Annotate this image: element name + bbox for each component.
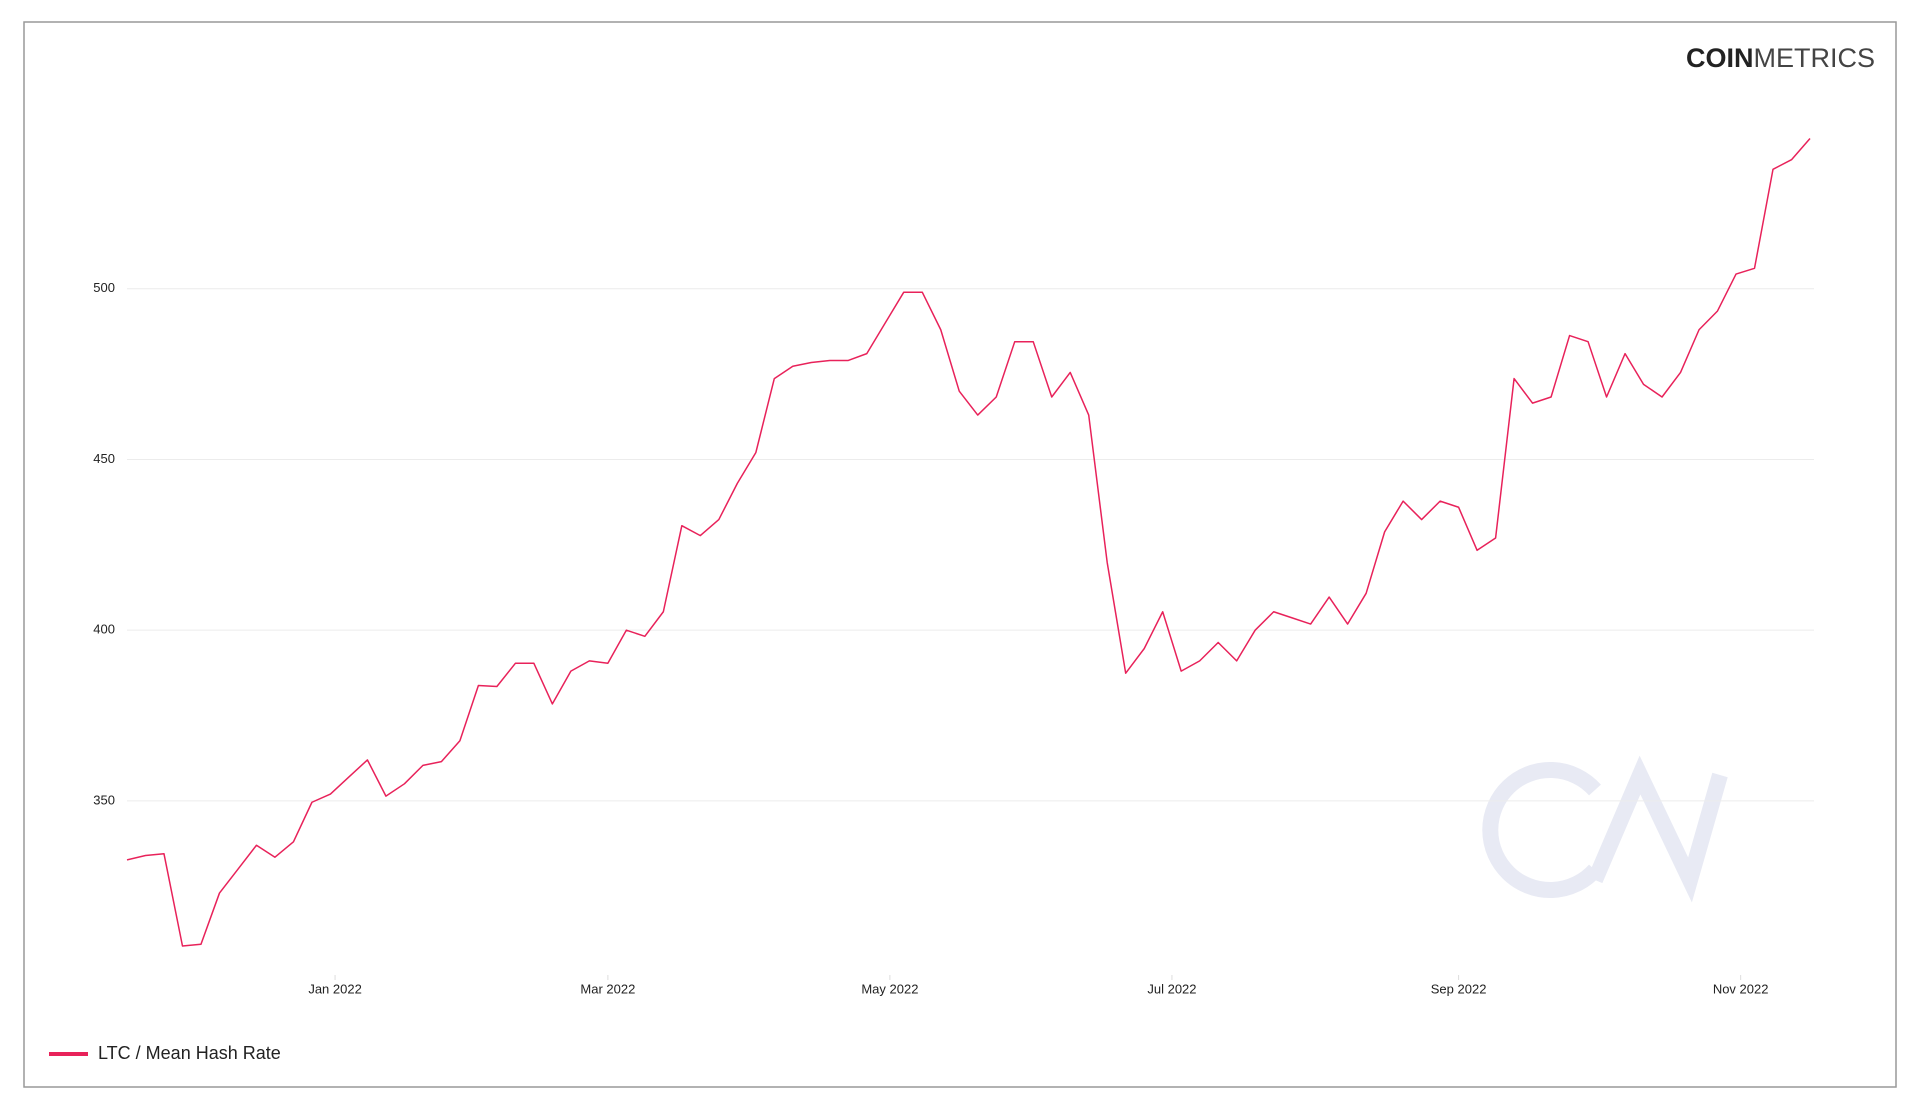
y-tick-label: 500 <box>93 280 115 295</box>
line <box>126 138 1811 947</box>
x-tick-label: Sep 2022 <box>1431 981 1487 996</box>
x-tick-label: May 2022 <box>861 981 918 996</box>
logo: COINMETRICS <box>1686 43 1875 73</box>
logo-bold: COIN <box>1686 43 1754 73</box>
watermark <box>1482 755 1728 903</box>
x-tick-label: Jan 2022 <box>308 981 362 996</box>
x-tick-label: Jul 2022 <box>1147 981 1196 996</box>
x-tick-label: Mar 2022 <box>580 981 635 996</box>
legend-label: LTC / Mean Hash Rate <box>98 1043 281 1063</box>
y-tick-label: 400 <box>93 622 115 637</box>
y-tick-label: 350 <box>93 792 115 807</box>
frame <box>23 21 1897 1088</box>
y-tick-label: 450 <box>93 451 115 466</box>
logo-light: METRICS <box>1754 43 1876 73</box>
x-tick-label: Nov 2022 <box>1713 981 1769 996</box>
